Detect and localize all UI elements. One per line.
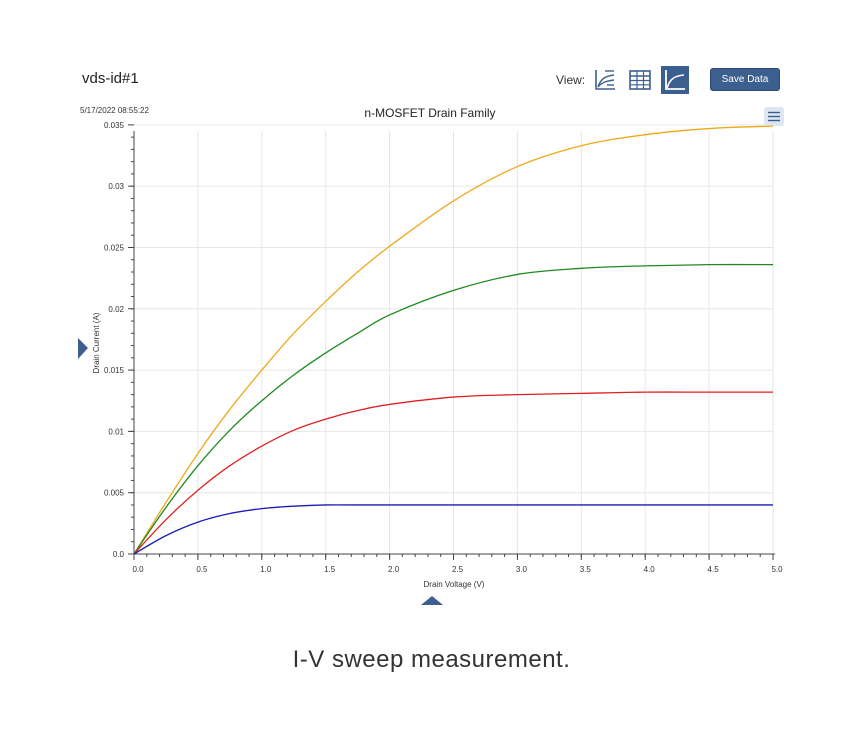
chart-tick-labels: 0.0 0.5 1.0 1.5 2.0 2.5 3.0 3.5 4.0 4.5 5.0 0.0 0.00…	[104, 121, 783, 574]
legend-graph-icon	[595, 70, 615, 90]
chart-axes	[128, 124, 775, 560]
x-tick-label: 1.0	[260, 565, 272, 574]
y-axis-cursor-handle[interactable]	[78, 338, 88, 359]
hamburger-menu-icon	[768, 111, 780, 122]
document-title: vds-id#1	[82, 70, 139, 87]
series-line-2	[133, 263, 774, 555]
y-tick-label: 0.015	[104, 366, 125, 375]
chart-menu-button[interactable]	[764, 107, 784, 126]
x-tick-label: 4.5	[708, 565, 720, 574]
x-tick-label: 3.5	[580, 565, 592, 574]
x-tick-label: 3.0	[516, 565, 528, 574]
series-line-1	[133, 125, 774, 555]
save-data-button[interactable]: Save Data	[710, 68, 780, 91]
series-line-4	[133, 504, 773, 555]
series-line-3	[133, 391, 773, 555]
figure-caption: I-V sweep measurement.	[292, 646, 571, 673]
x-axis-cursor-handle[interactable]	[421, 596, 443, 605]
x-tick-label: 5.0	[771, 565, 783, 574]
y-tick-label: 0.035	[104, 121, 125, 130]
x-tick-label: 4.0	[644, 565, 656, 574]
x-axis-title: Drain Voltage (V)	[424, 580, 485, 589]
x-tick-label: 2.0	[388, 565, 400, 574]
y-tick-label: 0.005	[104, 489, 125, 498]
x-tick-label: 0.0	[132, 565, 144, 574]
y-tick-label: 0.02	[108, 305, 124, 314]
timestamp: 5/17/2022 08:55:22	[80, 106, 149, 115]
view-table-button[interactable]	[626, 66, 654, 94]
chart-title: n-MOSFET Drain Family	[364, 106, 495, 120]
y-tick-label: 0.0	[113, 550, 125, 559]
chart-series	[133, 125, 774, 555]
x-tick-label: 1.5	[324, 565, 336, 574]
view-graph-button[interactable]	[661, 66, 689, 94]
table-icon	[629, 70, 651, 90]
y-axis-title: Drain Current (A)	[92, 312, 101, 373]
y-tick-label: 0.025	[104, 243, 125, 252]
view-legend-graph-button[interactable]	[591, 66, 619, 94]
view-label: View:	[556, 73, 586, 87]
x-tick-label: 0.5	[196, 565, 208, 574]
y-tick-label: 0.03	[108, 182, 124, 191]
graph-icon	[665, 70, 685, 90]
y-tick-label: 0.01	[108, 427, 124, 436]
x-tick-label: 2.5	[452, 565, 464, 574]
chart-grid	[133, 124, 774, 555]
